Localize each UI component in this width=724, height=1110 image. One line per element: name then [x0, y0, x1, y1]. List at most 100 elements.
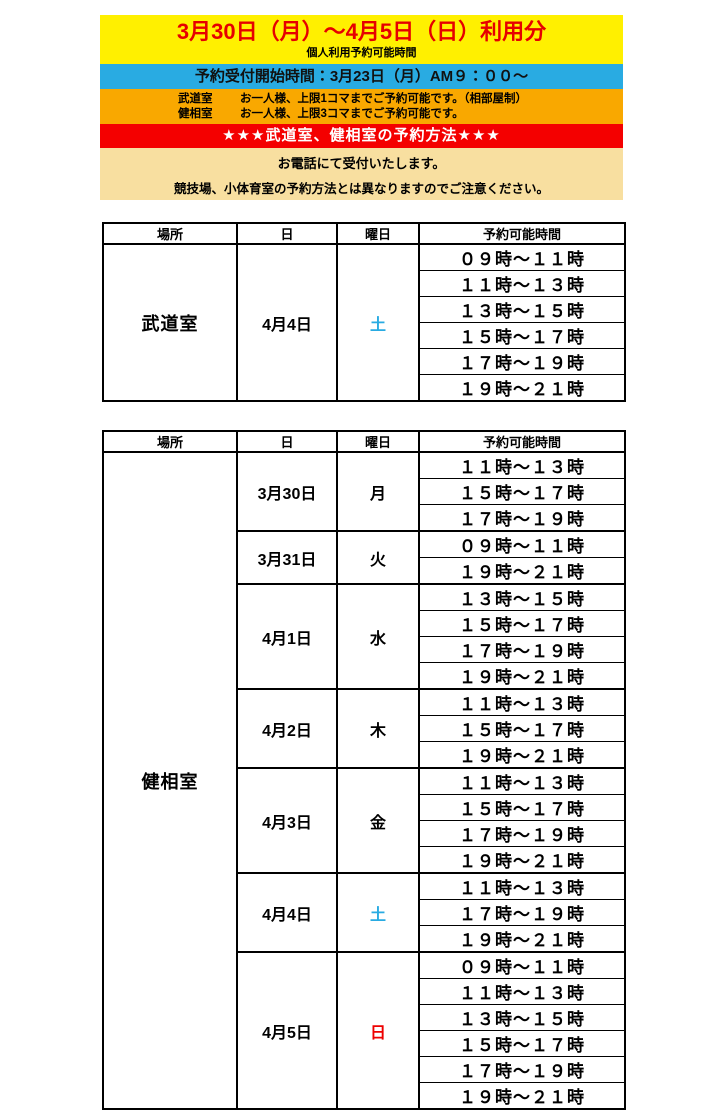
time-slot-cell: １７時～１９時	[418, 820, 626, 847]
weekday-cell: 月	[336, 451, 420, 531]
table-row: １３時～１５時	[103, 296, 626, 323]
time-slot-cell: １９時～２１時	[418, 557, 626, 584]
date-cell: 4月4日	[236, 872, 338, 952]
time-slot-cell: １９時～２１時	[418, 1082, 626, 1109]
table-row: １９時～２１時	[103, 846, 626, 873]
date-cell: 4月2日	[236, 688, 338, 768]
header-times: 予約可能時間	[418, 222, 626, 245]
table-row: 4月1日水 １３時～１５時	[103, 583, 626, 689]
table-row: １５時～１７時	[103, 794, 626, 821]
table-row: １５時～１７時	[103, 715, 626, 742]
rule-kenso: 健相室 お一人様、上限3コマまでご予約可能です。	[178, 107, 623, 122]
table-row: 武道室 4月4日土 ０９時～１１時	[102, 243, 626, 401]
time-slot-cell: １９時～２１時	[418, 925, 626, 952]
reception-start-band: 予約受付開始時間：3月23日（月）AM９：００～	[100, 64, 623, 89]
rule-budo-text: お一人様、上限1コマまでご予約可能です。（相部屋制）	[240, 93, 527, 105]
time-slot-cell: １７時～１９時	[418, 899, 626, 926]
rule-budo: 武道室 お一人様、上限1コマまでご予約可能です。（相部屋制）	[178, 92, 623, 107]
header-banner: 3月30日（月）～4月5日（日）利用分 個人利用予約可能時間 予約受付開始時間：…	[100, 15, 623, 200]
budo-schedule-table: 場所 日 曜日 予約可能時間 武道室 4月4日土 ０９時～１１時 １１時～１３時 １３時…	[102, 222, 626, 402]
table-row: １７時～１９時	[103, 504, 626, 531]
note-phone: お電話にて受付いたします。	[277, 156, 446, 171]
time-slot-cell: ０９時～１１時	[418, 951, 626, 979]
table-row: 3月31日火 ０９時～１１時	[103, 530, 626, 584]
date-cell: 4月4日	[236, 243, 338, 401]
weekday-cell: 水	[336, 583, 420, 689]
time-slot-cell: １１時～１３時	[418, 688, 626, 716]
table-row: １９時～２１時	[103, 741, 626, 768]
time-slot-cell: ０９時～１１時	[418, 243, 626, 271]
table-row: １９時～２１時	[103, 662, 626, 689]
time-slot-cell: １１時～１３時	[418, 270, 626, 297]
date-cell: 3月31日	[236, 530, 338, 584]
weekday-cell: 火	[336, 530, 420, 584]
header-date: 日	[236, 222, 338, 245]
date-cell: 4月3日	[236, 767, 338, 873]
table-row: １９時～２１時	[103, 374, 626, 401]
table-row: 健相室 3月30日月 １１時～１３時	[102, 451, 626, 1109]
rule-kenso-room: 健相室	[178, 108, 213, 120]
weekday-cell: 土	[336, 872, 420, 952]
date-cell: 3月30日	[236, 451, 338, 531]
method-title-text: ★★★武道室、健相室の予約方法★★★	[222, 127, 501, 144]
time-slot-cell: １９時～２１時	[418, 662, 626, 689]
weekday-cell: 土	[336, 243, 420, 401]
weekday-cell: 日	[336, 951, 420, 1109]
rule-kenso-text: お一人様、上限3コマまでご予約可能です。	[240, 108, 464, 120]
header-weekday: 曜日	[336, 222, 420, 245]
time-slot-cell: １３時～１５時	[418, 296, 626, 323]
time-slot-cell: １５時～１７時	[418, 715, 626, 742]
table-row: １５時～１７時	[103, 610, 626, 637]
table-row: １９時～２１時	[103, 925, 626, 952]
page-subtitle: 個人利用予約可能時間	[306, 47, 417, 59]
time-slot-cell: １９時～２１時	[418, 374, 626, 401]
date-cell: 4月1日	[236, 583, 338, 689]
date-cell: 4月5日	[236, 951, 338, 1109]
time-slot-cell: １９時～２１時	[418, 741, 626, 768]
time-slot-cell: １９時～２１時	[418, 846, 626, 873]
note-caution: 競技場、小体育室の予約方法とは異なりますのでご注意ください。	[173, 182, 549, 196]
table-row: １７時～１９時	[103, 636, 626, 663]
table-row: １１時～１３時	[103, 270, 626, 297]
time-slot-cell: １７時～１９時	[418, 1056, 626, 1083]
notes-band: お電話にて受付いたします。 競技場、小体育室の予約方法とは異なりますのでご注意く…	[100, 148, 623, 200]
time-slot-cell: １５時～１７時	[418, 1030, 626, 1057]
table-row: １７時～１９時	[103, 899, 626, 926]
table-row: １７時～１９時	[103, 348, 626, 375]
time-slot-cell: １１時～１３時	[418, 872, 626, 900]
header-place: 場所	[102, 430, 238, 453]
time-slot-cell: １１時～１３時	[418, 451, 626, 479]
table-row: １５時～１７時	[103, 322, 626, 349]
rules-band: 武道室 お一人様、上限1コマまでご予約可能です。（相部屋制） 健相室 お一人様、…	[100, 89, 623, 124]
page-title: 3月30日（月）～4月5日（日）利用分	[176, 19, 547, 44]
time-slot-cell: ０９時～１１時	[418, 530, 626, 558]
time-slot-cell: １１時～１３時	[418, 978, 626, 1005]
place-cell: 武道室	[102, 243, 238, 401]
header-place: 場所	[102, 222, 238, 245]
time-slot-cell: １７時～１９時	[418, 348, 626, 375]
time-slot-cell: １５時～１７時	[418, 794, 626, 821]
time-slot-cell: １５時～１７時	[418, 610, 626, 637]
kenso-schedule-table: 場所 日 曜日 予約可能時間 健相室 3月30日月 １１時～１３時 １５時～１７時 １７…	[102, 430, 626, 1110]
header-weekday: 曜日	[336, 430, 420, 453]
table-row: 4月2日木 １１時～１３時	[103, 688, 626, 768]
header-date: 日	[236, 430, 338, 453]
time-slot-cell: １３時～１５時	[418, 583, 626, 611]
time-slot-cell: １５時～１７時	[418, 478, 626, 505]
header-times: 予約可能時間	[418, 430, 626, 453]
table-row: １１時～１３時	[103, 978, 626, 1005]
place-cell: 健相室	[102, 451, 238, 1109]
table-row: １５時～１７時	[103, 478, 626, 505]
time-slot-cell: １７時～１９時	[418, 636, 626, 663]
method-title-band: ★★★武道室、健相室の予約方法★★★	[100, 124, 623, 148]
time-slot-cell: １１時～１３時	[418, 767, 626, 795]
time-slot-cell: １５時～１７時	[418, 322, 626, 349]
table-row: 4月4日土 １１時～１３時	[103, 872, 626, 952]
table-header-row: 場所 日 曜日 予約可能時間	[102, 430, 626, 453]
table-header-row: 場所 日 曜日 予約可能時間	[102, 222, 626, 245]
reception-start-text: 予約受付開始時間：3月23日（月）AM９：００～	[194, 68, 529, 85]
time-slot-cell: １７時～１９時	[418, 504, 626, 531]
rule-budo-room: 武道室	[178, 93, 213, 105]
weekday-cell: 金	[336, 767, 420, 873]
time-slot-cell: １３時～１５時	[418, 1004, 626, 1031]
